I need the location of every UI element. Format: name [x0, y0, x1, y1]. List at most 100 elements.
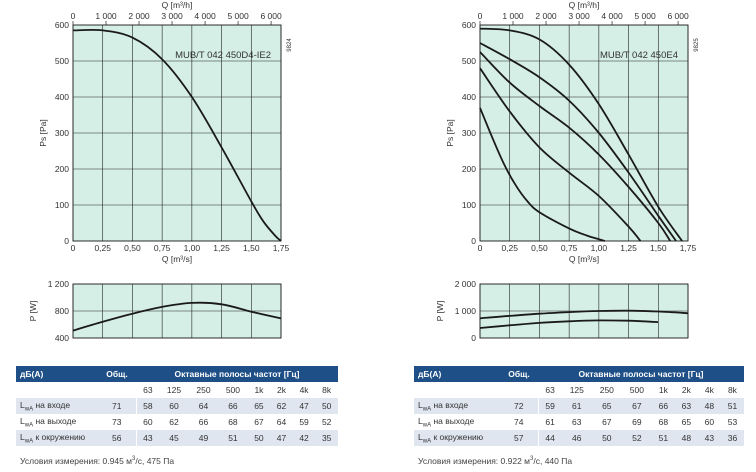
pressure-curve — [479, 27, 683, 242]
y-tick-label: 100 — [55, 200, 69, 210]
freq-cell: 8k — [322, 385, 332, 395]
top-axis-label: Q [m³/h] — [569, 0, 600, 10]
power-plot-frame — [72, 283, 282, 339]
top-axis-tick-label: 2 000 — [535, 11, 557, 21]
x-tick-label: 1,50 — [243, 243, 260, 253]
row-label: LwA к окружению — [414, 430, 500, 446]
plot-frame — [479, 24, 689, 242]
pressure-curve — [479, 51, 671, 242]
total-cell: 57 — [500, 430, 538, 446]
x-axis-label: Q [m³/s] — [569, 254, 599, 264]
value-cell: 48 — [674, 430, 698, 446]
freq-cell: 125 — [569, 385, 584, 395]
power-tick-label: 1 200 — [48, 279, 70, 289]
top-axis-tick-label: 4 000 — [601, 11, 623, 21]
power-axis-label: P [W] — [435, 301, 445, 322]
x-tick-label: 1,25 — [620, 243, 637, 253]
value-cell: 67 — [621, 398, 652, 414]
freq-cell: 2k — [681, 385, 691, 395]
value-cell: 66 — [198, 417, 209, 427]
x-tick-label: 0,25 — [501, 243, 518, 253]
freq-cell: 2k — [277, 385, 286, 395]
value-cell: 68 — [228, 417, 238, 427]
row-label: LwA на входе — [16, 398, 98, 414]
value-cell: 69 — [632, 417, 642, 427]
value-cell: 63 — [572, 417, 582, 427]
value-cell: 66 — [651, 398, 675, 414]
total-cell: 74 — [514, 417, 524, 427]
value-cell: 68 — [658, 417, 669, 427]
table-row: LwA на выходе 74 61 63 67 69 68 65 60 53 — [414, 414, 744, 430]
value-cell: 67 — [254, 417, 264, 427]
y-tick-label: 0 — [471, 236, 476, 246]
top-axis-tick-label: 0 — [71, 11, 76, 21]
value-cell: 64 — [276, 417, 287, 427]
value-cell: 60 — [159, 398, 189, 414]
value-cell: 58 — [135, 398, 160, 414]
top-axis-tick-label: 5 000 — [634, 11, 656, 21]
value-cell: 66 — [218, 398, 248, 414]
value-cell: 61 — [561, 398, 592, 414]
power-curve — [479, 309, 689, 320]
total-cell: 71 — [98, 398, 136, 414]
freq-cell: 125 — [166, 385, 182, 395]
y-axis-label: Ps [Pa] — [38, 119, 48, 146]
sound-table-right: дБ(А) Общ. Октавные полосы частот [Гц] 6… — [414, 366, 744, 446]
freq-cell: 63 — [537, 382, 562, 398]
table-row: LwA на входе 71 58 60 64 66 65 62 47 50 — [16, 398, 338, 414]
value-cell: 35 — [315, 430, 338, 446]
y-tick-label: 100 — [462, 200, 476, 210]
top-axis-tick-label: 1 000 — [95, 11, 117, 21]
x-tick-label: 1,75 — [680, 243, 697, 253]
value-cell: 46 — [561, 430, 592, 446]
x-tick-label: 0 — [478, 243, 483, 253]
top-axis-tick-label: 1 000 — [502, 11, 524, 21]
table-header-bands: Октавные полосы частот [Гц] — [136, 366, 338, 382]
x-tick-label: 0,50 — [531, 243, 548, 253]
value-cell: 64 — [188, 398, 219, 414]
total-cell: 73 — [112, 417, 122, 427]
value-cell: 62 — [270, 398, 293, 414]
row-label: LwA к окружению — [16, 430, 98, 446]
row-label: LwA на выходе — [418, 415, 475, 429]
top-axis-tick-label: 2 000 — [128, 11, 150, 21]
value-cell: 51 — [720, 398, 744, 414]
power-tick-label: 0 — [471, 333, 476, 343]
top-axis-tick-label: 3 000 — [161, 11, 183, 21]
y-tick-label: 400 — [55, 92, 69, 102]
x-tick-label: 0,50 — [124, 243, 141, 253]
top-axis-tick-label: 4 000 — [194, 11, 216, 21]
value-cell: 61 — [537, 414, 562, 430]
table-row: LwA к окружению 56 43 45 49 51 50 47 42 … — [16, 430, 338, 446]
freq-cell: 500 — [225, 385, 241, 395]
value-cell: 53 — [727, 417, 738, 427]
freq-cell: 63 — [135, 382, 160, 398]
y-tick-label: 600 — [55, 20, 69, 30]
total-cell: 56 — [98, 430, 136, 446]
pressure-curve — [72, 28, 282, 242]
value-cell: 42 — [292, 430, 316, 446]
plot-frame — [72, 24, 282, 242]
pressure-curve — [479, 107, 606, 242]
y-tick-label: 400 — [462, 92, 476, 102]
freq-cell: 250 — [196, 385, 211, 395]
value-cell: 43 — [697, 430, 721, 446]
value-cell: 47 — [270, 430, 293, 446]
value-cell: 65 — [591, 398, 622, 414]
x-axis-label: Q [m³/s] — [162, 254, 192, 264]
row-label: LwA на входе — [414, 398, 500, 414]
sound-table-left: дБ(А) Общ. Октавные полосы частот [Гц] 6… — [16, 366, 338, 446]
y-tick-label: 300 — [55, 128, 69, 138]
freq-cell: 8k — [727, 385, 737, 395]
value-cell: 65 — [681, 417, 692, 427]
value-cell: 48 — [697, 398, 721, 414]
top-axis-tick-label: 3 000 — [568, 11, 590, 21]
x-tick-label: 0,75 — [561, 243, 578, 253]
power-curve — [479, 319, 659, 329]
table-header-db: дБ(А) — [414, 366, 500, 382]
table-row: LwA к окружению 57 44 46 50 52 51 48 43 … — [414, 430, 744, 446]
value-cell: 65 — [247, 398, 271, 414]
value-cell: 60 — [704, 417, 715, 427]
freq-cell: 1k — [254, 385, 264, 395]
